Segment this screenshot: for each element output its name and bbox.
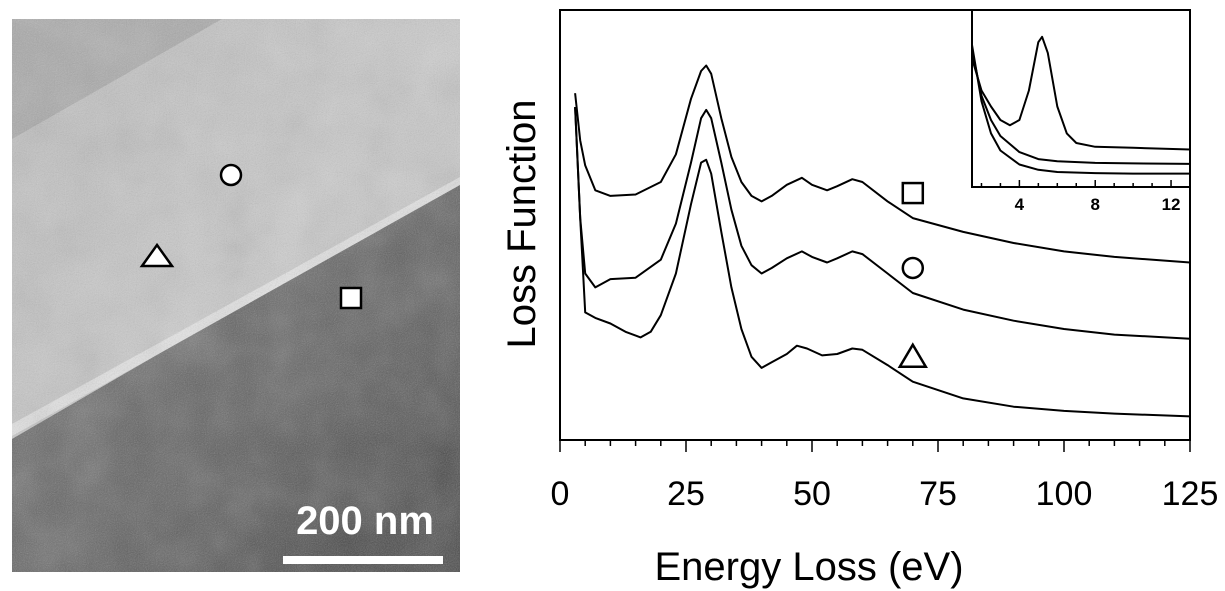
inset-frame [971, 9, 1191, 188]
x-tick-label: 0 [551, 475, 570, 513]
inset-series-line-2 [971, 49, 1191, 165]
x-tick-label: 50 [793, 475, 831, 513]
inset-x-tick-label: 12 [1162, 195, 1181, 214]
x-tick-label: 100 [1036, 475, 1093, 513]
inset-x-tick-label: 8 [1090, 195, 1099, 214]
square-series-line [574, 64, 1191, 264]
series-layer [574, 64, 1191, 418]
scale-bar-label: 200 nm [296, 499, 434, 543]
circle-series-line [574, 107, 1191, 340]
inset-series-line-3 [971, 44, 1190, 175]
triangle-marker [139, 242, 175, 268]
micrograph-image [12, 19, 460, 572]
inset-x-tick-label: 4 [1015, 195, 1025, 214]
x-tick-label: 125 [1162, 475, 1219, 513]
square-marker [901, 181, 925, 205]
series-markers [897, 181, 928, 368]
scale-bar [283, 556, 443, 564]
inset-series-line-1 [971, 35, 1191, 151]
y-axis-label: Loss Function [500, 99, 544, 348]
chart-axes: 0 25 50 75 100 125 [551, 9, 1219, 513]
loss-function-chart: 0 25 50 75 100 125 4 8 12 Loss Function Energy … [500, 9, 1219, 589]
tem-micrograph: 200 nm [12, 19, 460, 572]
inset-chart: 4 8 12 [971, 9, 1191, 214]
triangle-marker [897, 342, 928, 368]
plot-frame [559, 9, 1191, 441]
x-tick-label: 75 [919, 475, 957, 513]
x-tick-label: 25 [667, 475, 705, 513]
triangle-series-line [574, 107, 1191, 418]
circle-marker [901, 256, 925, 280]
square-marker [339, 286, 363, 310]
x-axis-label: Energy Loss (eV) [654, 545, 963, 589]
circle-marker [219, 163, 243, 187]
